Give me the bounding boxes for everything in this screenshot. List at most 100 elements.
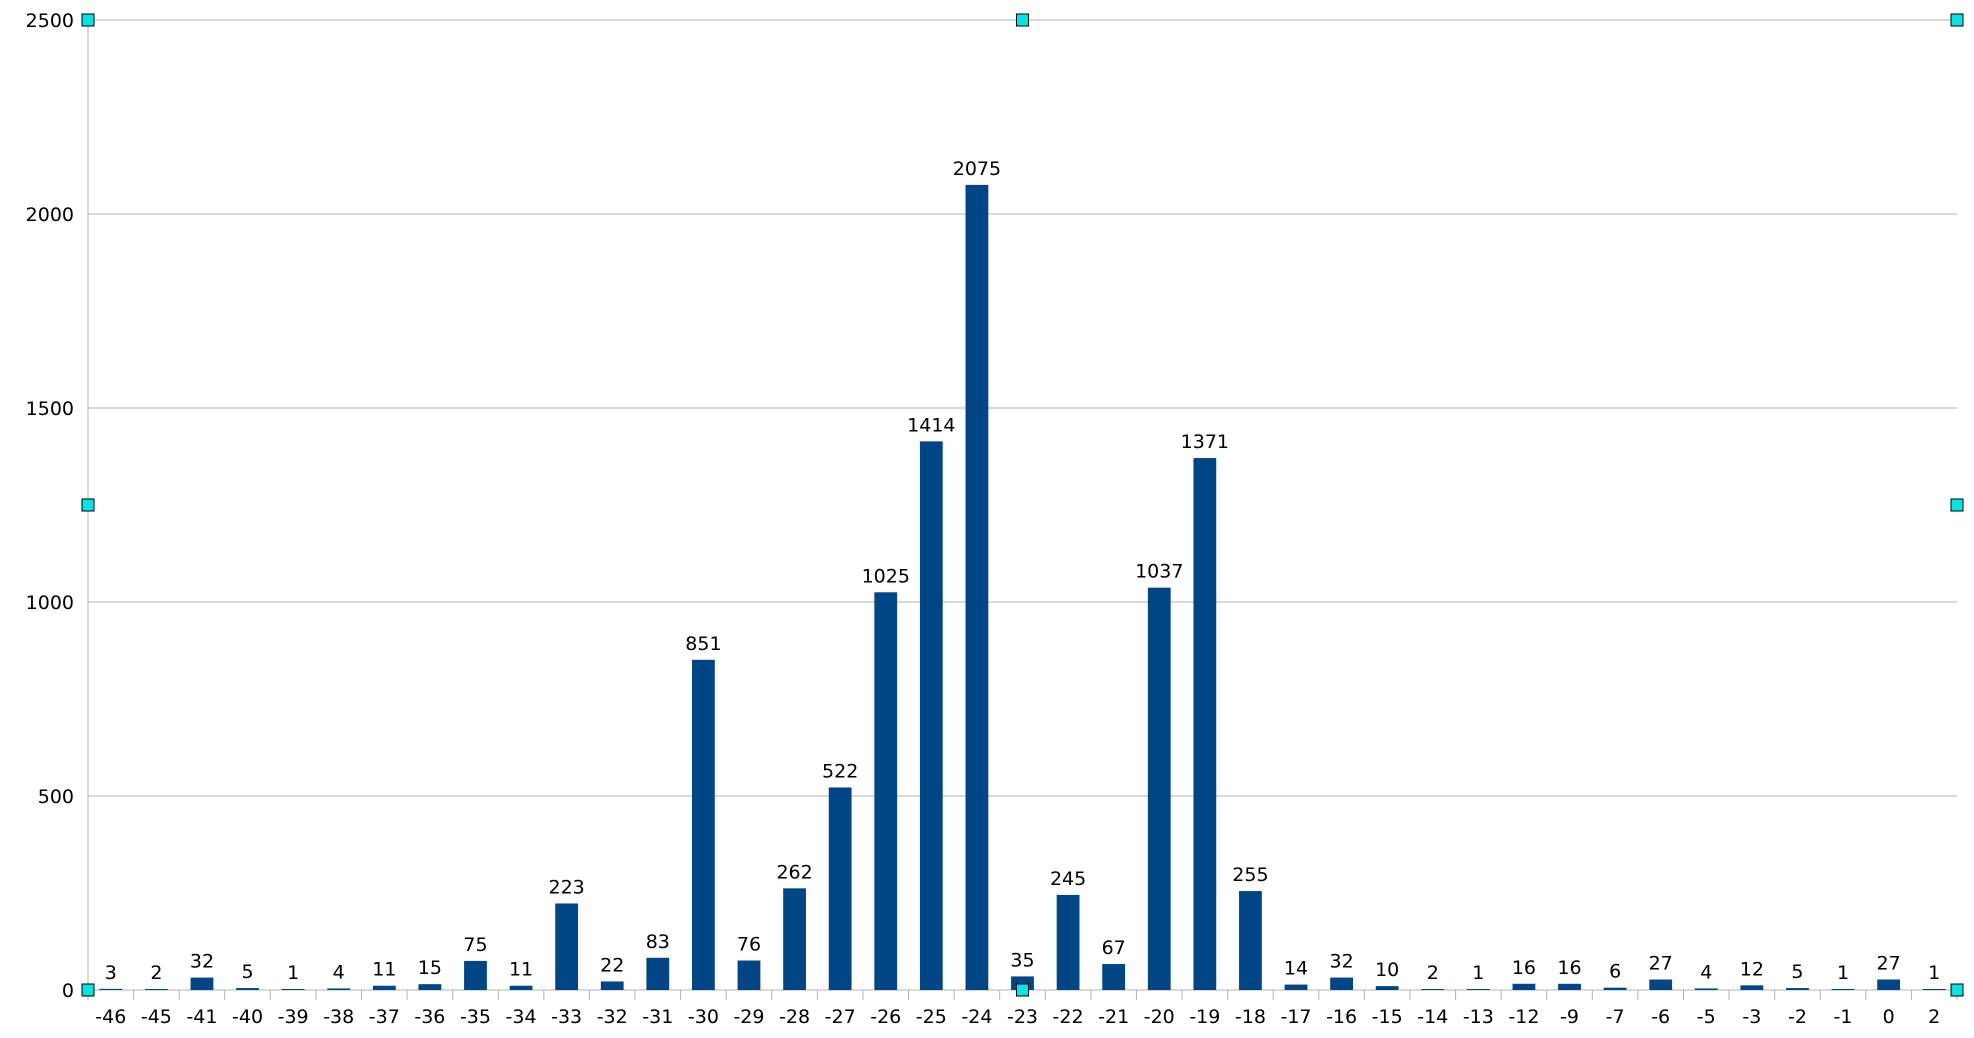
bar — [783, 888, 806, 990]
x-tick-label: -41 — [186, 1006, 217, 1028]
bar — [418, 984, 442, 990]
x-tick-label: -24 — [961, 1006, 992, 1028]
x-tick-label: -28 — [779, 1006, 810, 1028]
y-tick-label: 2500 — [26, 10, 74, 32]
data-label: 4 — [333, 961, 345, 983]
x-axis-tick-labels: -46 -45 -41 -40 -39 -38 -37 -36 -35 -34 -33 -32 -31-… — [95, 1006, 1940, 1028]
data-label: 12 — [1740, 958, 1764, 980]
data-label: 16 — [1512, 957, 1536, 979]
x-tick-label: -20 — [1144, 1006, 1175, 1028]
bar — [1649, 979, 1673, 990]
y-tick-label: 0 — [62, 980, 74, 1002]
data-label: 16 — [1557, 957, 1581, 979]
bar — [1694, 988, 1718, 990]
data-label: 262 — [776, 861, 812, 883]
data-label: 4 — [1700, 961, 1712, 983]
data-label: 245 — [1050, 868, 1086, 890]
data-label: 5 — [242, 961, 254, 983]
bar — [1740, 985, 1764, 990]
data-label: 75 — [463, 934, 487, 956]
x-tick-label: -22 — [1053, 1006, 1084, 1028]
data-label: 1037 — [1135, 561, 1183, 583]
data-label: 15 — [418, 957, 442, 979]
selection-handle[interactable] — [1950, 983, 1964, 997]
x-tick-label: -12 — [1508, 1006, 1539, 1028]
data-label: 851 — [685, 633, 721, 655]
selection-handle[interactable] — [1016, 13, 1029, 27]
bar — [874, 592, 898, 990]
y-axis-tick-labels: 0 500 1000 1500 2000 2500 — [26, 10, 74, 1002]
x-tick-label: -27 — [825, 1006, 856, 1028]
data-label: 35 — [1010, 949, 1034, 971]
data-label: 1 — [1472, 962, 1484, 984]
bar — [281, 989, 305, 990]
bar — [372, 985, 396, 990]
bar — [1831, 989, 1855, 990]
x-tick-label: -6 — [1651, 1006, 1670, 1028]
x-tick-label: -23 — [1007, 1006, 1038, 1028]
selection-handle[interactable] — [81, 13, 95, 27]
x-tick-label: -31 — [642, 1006, 673, 1028]
data-label: 223 — [549, 876, 585, 898]
bar — [1922, 989, 1946, 990]
bar — [1375, 986, 1399, 990]
data-label: 255 — [1232, 864, 1268, 886]
x-tick-label: -25 — [916, 1006, 947, 1028]
bar — [965, 184, 989, 990]
x-tick-label: 2 — [1928, 1006, 1940, 1028]
data-label: 32 — [190, 951, 214, 973]
axes — [87, 20, 1958, 1000]
bars — [99, 184, 1946, 990]
bar — [1147, 587, 1171, 990]
data-label: 76 — [737, 934, 761, 956]
data-label: 1 — [1928, 962, 1940, 984]
bar — [1102, 964, 1126, 990]
x-tick-label: -15 — [1372, 1006, 1403, 1028]
data-label: 1 — [287, 962, 299, 984]
x-tick-label: -33 — [551, 1006, 582, 1028]
bar — [1512, 983, 1536, 990]
bar — [1466, 989, 1490, 990]
x-tick-label: -16 — [1326, 1006, 1357, 1028]
data-label: 2 — [1427, 962, 1439, 984]
bar — [190, 977, 214, 990]
selection-handle[interactable] — [81, 983, 95, 997]
data-label: 27 — [1877, 953, 1901, 975]
selection-handles[interactable] — [81, 13, 1964, 997]
x-tick-label: -38 — [323, 1006, 354, 1028]
x-tick-label: -13 — [1463, 1006, 1494, 1028]
bar — [327, 988, 351, 990]
data-labels: 3 232 5 1 4 11 1575112232283851762625221025141… — [105, 158, 1941, 984]
data-label: 5 — [1791, 961, 1803, 983]
x-tick-label: -7 — [1606, 1006, 1625, 1028]
gridlines — [88, 19, 1957, 991]
x-tick-label: -19 — [1189, 1006, 1220, 1028]
x-tick-label: -34 — [506, 1006, 537, 1028]
bar — [99, 988, 123, 990]
data-label: 1371 — [1181, 431, 1229, 453]
data-label: 11 — [509, 959, 533, 981]
data-label: 27 — [1649, 953, 1673, 975]
bar — [144, 989, 168, 990]
bar — [1239, 891, 1262, 990]
data-label: 3 — [105, 962, 117, 984]
bar — [828, 787, 852, 990]
x-tick-label: -26 — [870, 1006, 901, 1028]
x-tick-label: -18 — [1235, 1006, 1266, 1028]
x-tick-label: -46 — [95, 1006, 126, 1028]
data-label: 1025 — [862, 565, 910, 587]
selection-handle[interactable] — [81, 498, 95, 512]
data-label: 1414 — [907, 414, 955, 436]
y-tick-label: 500 — [38, 786, 74, 808]
bar — [1330, 977, 1353, 990]
selection-handle[interactable] — [1016, 983, 1029, 997]
x-tick-label: -29 — [733, 1006, 764, 1028]
selection-handle[interactable] — [1950, 498, 1964, 512]
bar — [600, 981, 624, 990]
bar — [1877, 979, 1901, 990]
bar — [1284, 984, 1308, 990]
selection-handle[interactable] — [1950, 13, 1964, 27]
data-label: 32 — [1330, 951, 1354, 973]
data-label: 6 — [1609, 961, 1621, 983]
